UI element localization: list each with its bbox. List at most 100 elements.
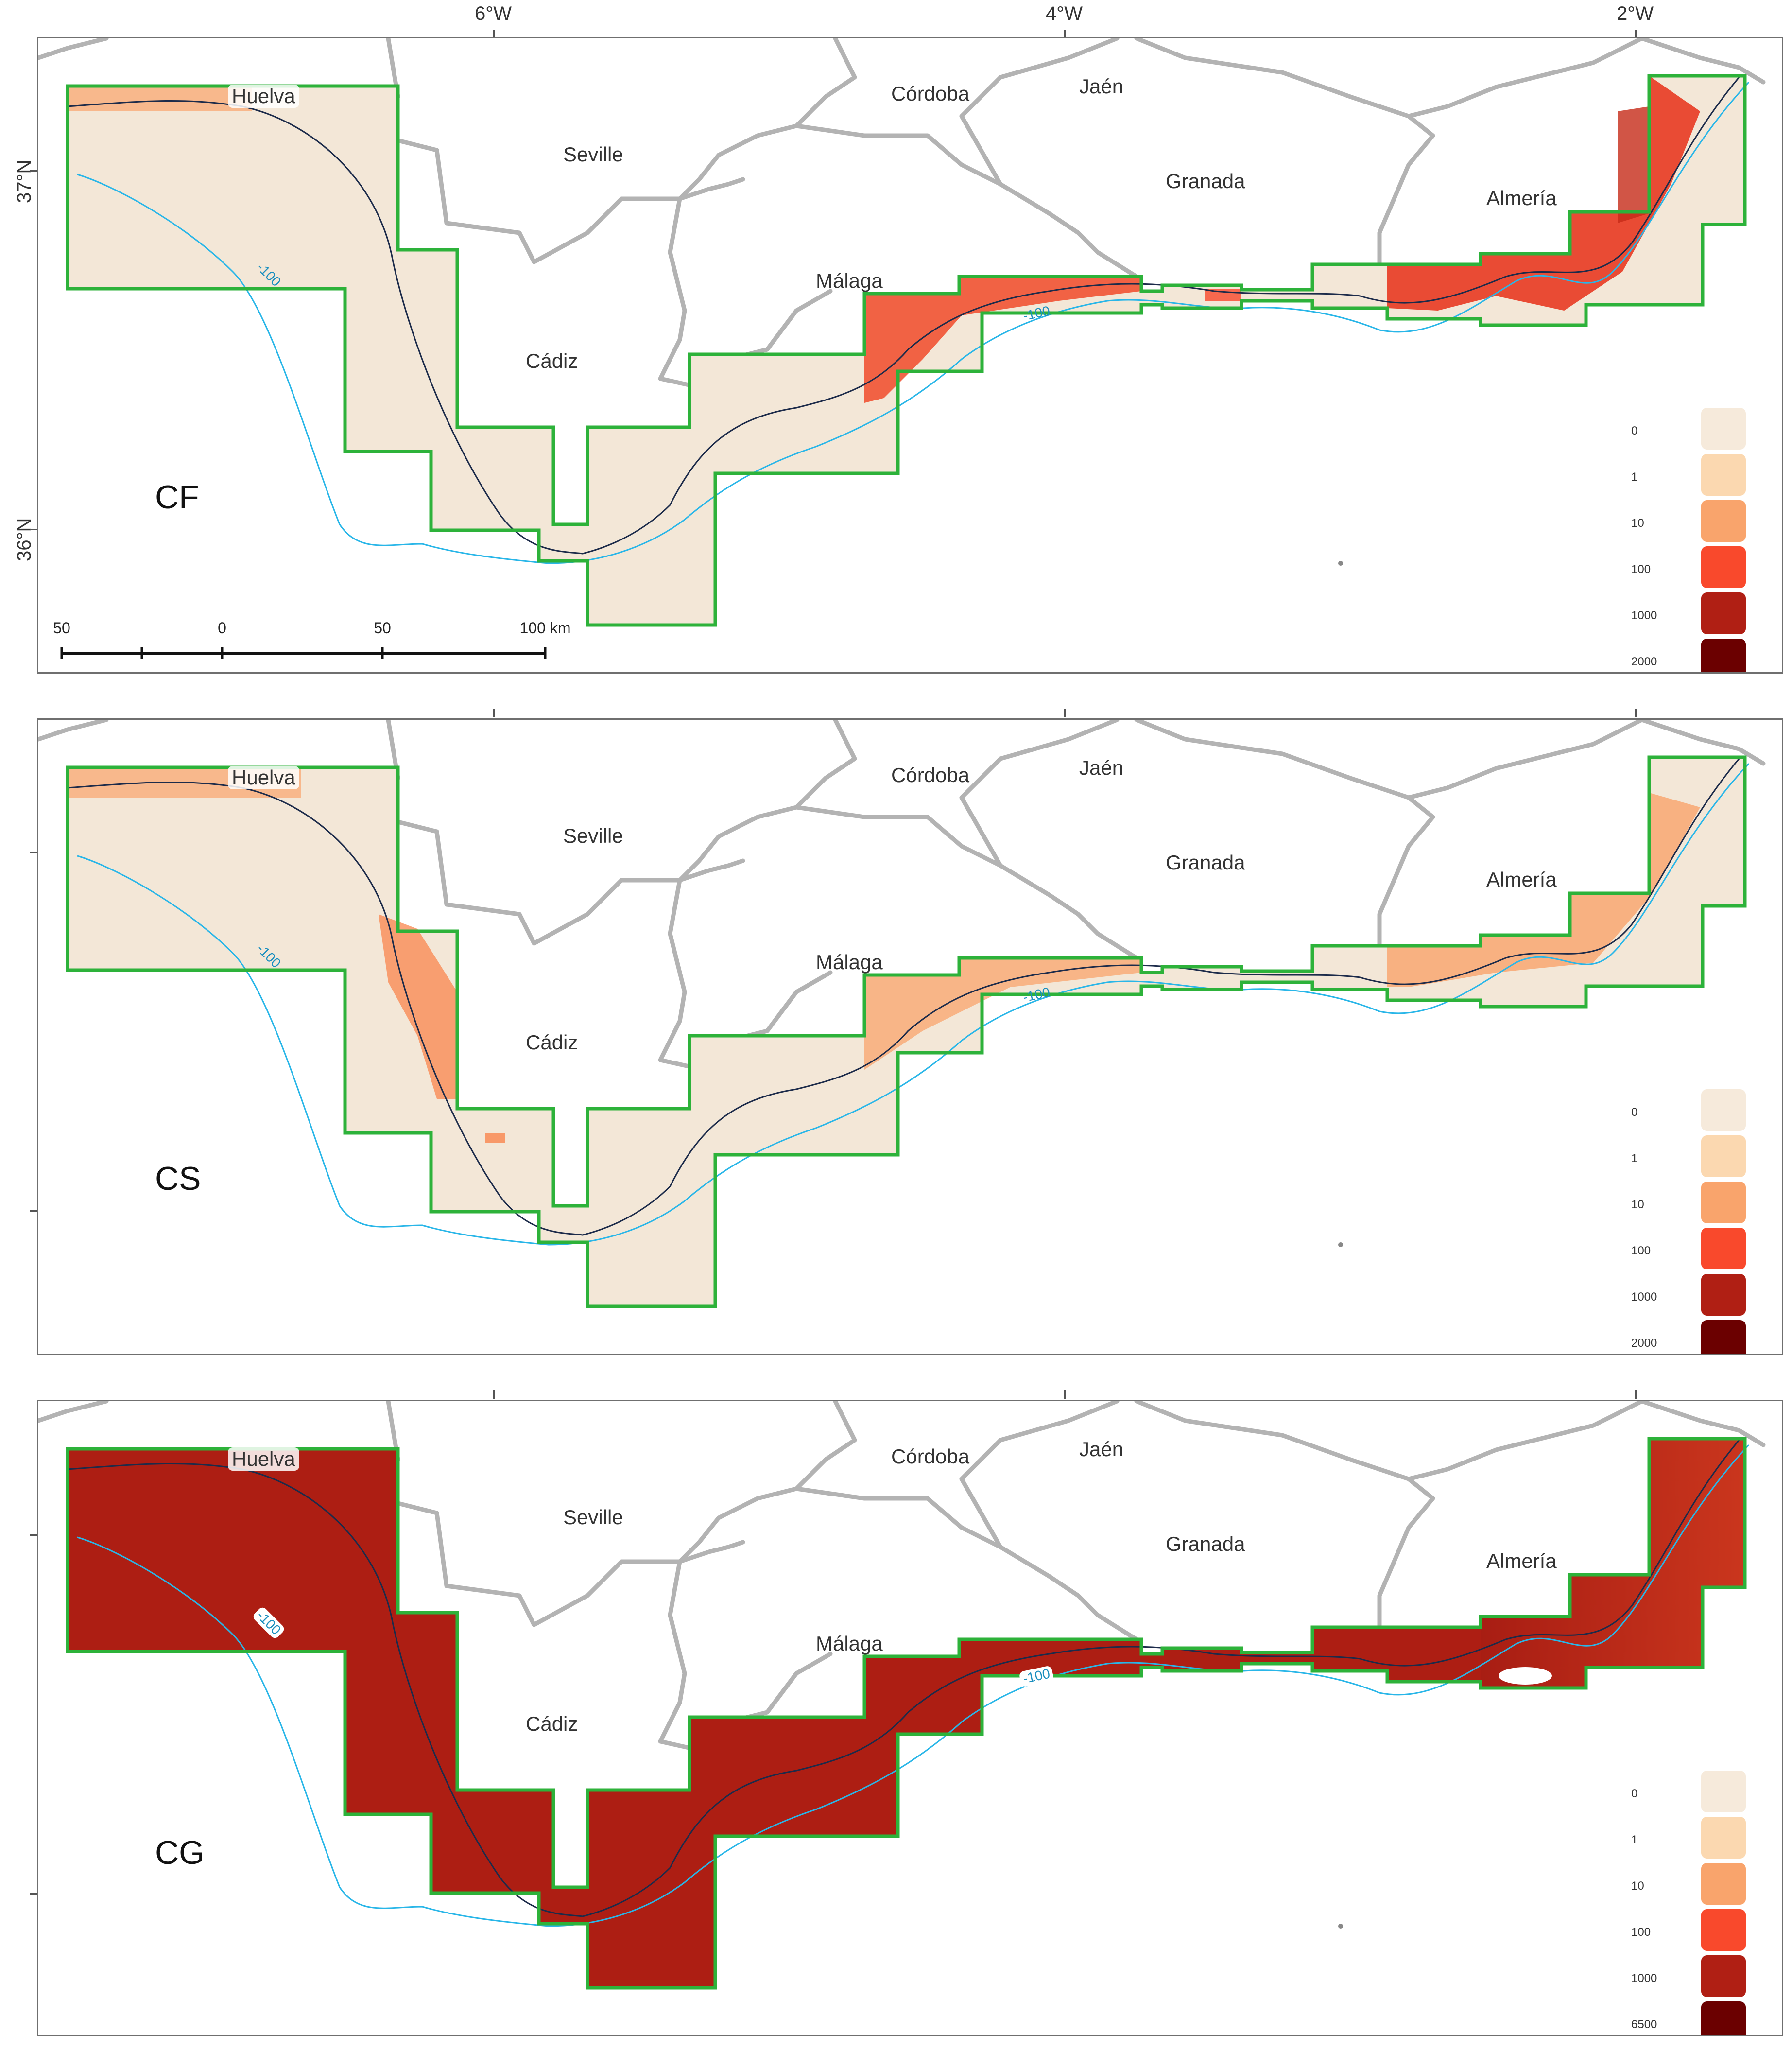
longitude-label-6w: 6°W: [475, 3, 512, 24]
city-huelva: Huelva: [228, 1447, 299, 1471]
city-malaga: Málaga: [816, 269, 883, 292]
legend-item: 100: [1631, 546, 1753, 592]
legend-swatch: [1701, 1274, 1746, 1316]
legend-swatch: [1701, 1863, 1746, 1905]
city-malaga: Málaga: [816, 1632, 883, 1655]
longitude-label-4w: 4°W: [1046, 3, 1083, 24]
legend-item: 10: [1631, 500, 1753, 546]
legend-swatch: [1701, 639, 1746, 672]
panel-label: CS: [155, 1160, 201, 1197]
panel-label: CF: [155, 479, 199, 516]
legend-label: 1000: [1631, 1972, 1657, 1985]
map-panel-cf: Huelva Seville Córdoba Jaén Granada Alme…: [37, 37, 1783, 674]
legend-label: 6500: [1631, 2018, 1657, 2031]
legend-swatch: [1701, 1228, 1746, 1269]
legend-label: 0: [1631, 424, 1638, 437]
city-malaga: Málaga: [816, 951, 883, 974]
coastline: [67, 758, 1740, 1236]
legend-label: 1: [1631, 1152, 1638, 1165]
legend-item: 10: [1631, 1182, 1753, 1228]
legend-swatch: [1701, 592, 1746, 634]
city-granada: Granada: [1166, 170, 1245, 192]
study-area-boundary: [66, 755, 1747, 1308]
legend-item: 1: [1631, 454, 1753, 500]
city-almeria: Almería: [1486, 868, 1557, 891]
legend-item: 0: [1631, 1089, 1753, 1135]
legend-item: 100: [1631, 1228, 1753, 1274]
city-cordoba: Córdoba: [891, 764, 970, 786]
legend-swatch: [1701, 1955, 1746, 1997]
map-canvas: [38, 1401, 1766, 1990]
city-cadiz: Cádiz: [526, 1031, 578, 1054]
legend-item: 1: [1631, 1135, 1753, 1182]
legend-swatch: [1701, 1089, 1746, 1131]
city-granada: Granada: [1166, 851, 1245, 874]
legend-swatch: [1701, 1771, 1746, 1812]
city-jaen: Jaén: [1079, 756, 1124, 779]
legend-item: 100: [1631, 1909, 1753, 1955]
legend-label: 2000: [1631, 655, 1657, 668]
legend-item: 2000: [1631, 639, 1753, 672]
study-area-boundary: [66, 74, 1747, 627]
legend-label: 100: [1631, 1926, 1651, 1939]
map-panel-cs: Huelva Seville Córdoba Jaén Granada Alme…: [37, 718, 1783, 1355]
city-seville: Seville: [563, 143, 623, 166]
legend: 0 1 10 100 1000: [1631, 1771, 1753, 2035]
legend-swatch: [1701, 546, 1746, 588]
legend-swatch: [1701, 408, 1746, 450]
legend-swatch: [1701, 1182, 1746, 1223]
legend-swatch: [1701, 1320, 1746, 1354]
map-canvas: [38, 38, 1766, 627]
legend-swatch: [1701, 500, 1746, 542]
legend-item: 1000: [1631, 1274, 1753, 1320]
isobath-line: [77, 81, 1750, 564]
legend-label: 10: [1631, 1198, 1644, 1211]
city-huelva: Huelva: [228, 85, 299, 108]
legend-item: 1: [1631, 1817, 1753, 1863]
legend-label: 0: [1631, 1106, 1638, 1119]
legend-swatch: [1701, 1135, 1746, 1177]
city-granada: Granada: [1166, 1532, 1245, 1555]
city-jaen: Jaén: [1079, 75, 1124, 98]
legend-label: 1000: [1631, 1290, 1657, 1304]
city-huelva: Huelva: [228, 766, 299, 789]
legend-item: 2000: [1631, 1320, 1753, 1354]
isobath-line: [77, 763, 1750, 1246]
map-canvas: [38, 720, 1766, 1308]
legend: 0 1 10 100 1000: [1631, 1089, 1753, 1354]
legend-swatch: [1701, 1909, 1746, 1951]
legend-item: 1000: [1631, 592, 1753, 639]
legend-label: 100: [1631, 563, 1651, 576]
coastline: [67, 1440, 1740, 1917]
scale-label: 0: [218, 619, 226, 637]
legend-label: 1: [1631, 470, 1638, 484]
latitude-label-36n: 36°N: [14, 518, 35, 561]
city-seville: Seville: [563, 824, 623, 847]
study-area-boundary: [66, 1437, 1747, 1990]
city-cordoba: Córdoba: [891, 82, 970, 105]
legend-item: 0: [1631, 1771, 1753, 1817]
legend-label: 1: [1631, 1833, 1638, 1846]
city-cadiz: Cádiz: [526, 349, 578, 372]
city-cadiz: Cádiz: [526, 1712, 578, 1735]
isobath-line: [77, 1444, 1750, 1927]
legend-label: 1000: [1631, 609, 1657, 622]
city-seville: Seville: [563, 1506, 623, 1529]
longitude-label-2w: 2°W: [1617, 3, 1654, 24]
study-area: [68, 1439, 1745, 1988]
panel-label: CG: [155, 1834, 205, 1871]
legend-item: 10: [1631, 1863, 1753, 1909]
legend-label: 10: [1631, 517, 1644, 530]
legend-item: 6500: [1631, 2001, 1753, 2035]
city-almeria: Almería: [1486, 1549, 1557, 1572]
scale-label: 50: [374, 619, 391, 637]
legend-item: 1000: [1631, 1955, 1753, 2001]
map-panel-cg: Huelva Seville Córdoba Jaén Granada Alme…: [37, 1400, 1783, 2036]
scale-label: 100 km: [519, 619, 571, 637]
legend-label: 0: [1631, 1787, 1638, 1800]
legend-swatch: [1701, 2001, 1746, 2035]
city-almeria: Almería: [1486, 187, 1557, 209]
legend-label: 2000: [1631, 1337, 1657, 1350]
legend-label: 10: [1631, 1879, 1644, 1893]
city-cordoba: Córdoba: [891, 1445, 970, 1468]
